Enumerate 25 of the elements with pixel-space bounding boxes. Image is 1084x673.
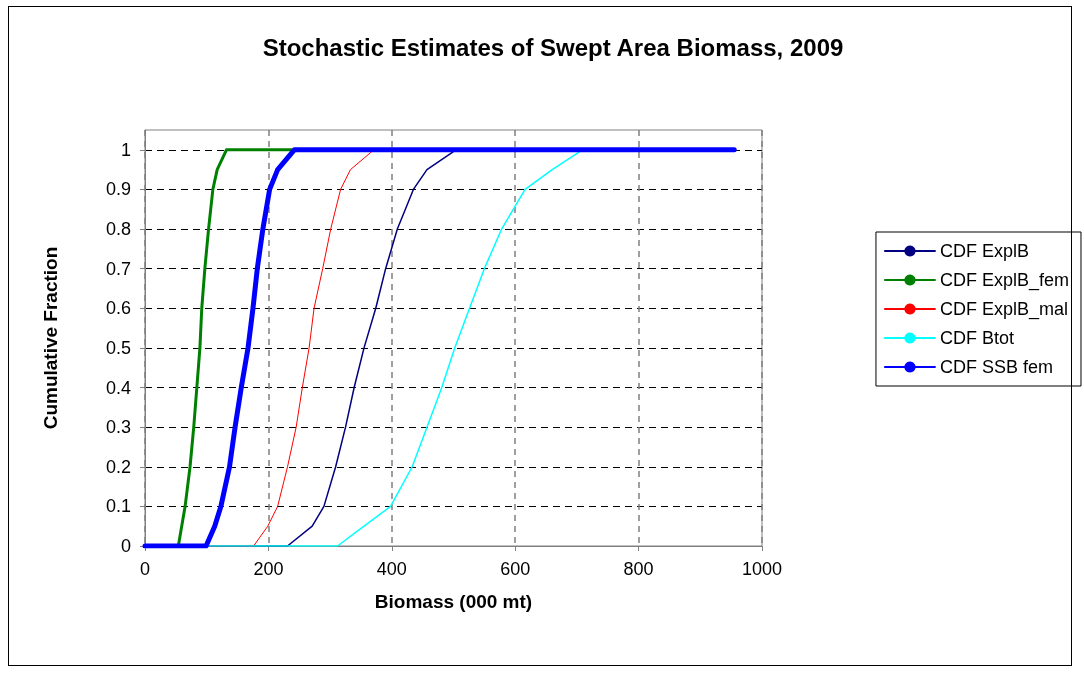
y-tick-label: 0.3 bbox=[105, 417, 131, 438]
x-tick-label: 200 bbox=[253, 559, 284, 579]
x-tick-label: 1000 bbox=[741, 559, 783, 579]
y-tick-label: 1 bbox=[120, 139, 131, 160]
y-tick-label: 0.5 bbox=[105, 337, 131, 358]
y-tick-label: 0 bbox=[120, 536, 131, 556]
chart-title: Stochastic Estimates of Swept Area Biomass, 2009 bbox=[262, 33, 844, 61]
y-tick-label: 0.8 bbox=[105, 219, 131, 240]
legend-label: CDF ExplB_mal bbox=[939, 299, 1068, 320]
y-tick-label: 0.1 bbox=[105, 496, 131, 517]
y-tick-label: 0.2 bbox=[105, 456, 131, 477]
x-tick-label: 600 bbox=[500, 559, 531, 579]
x-axis-title: Biomass (000 mt) bbox=[374, 591, 533, 612]
legend-label: CDF SSB fem bbox=[939, 357, 1053, 377]
legend-label: CDF ExplB bbox=[939, 241, 1029, 261]
x-tick-label: 0 bbox=[139, 559, 151, 579]
y-tick-label: 0.7 bbox=[105, 258, 131, 279]
x-tick-label: 800 bbox=[623, 559, 654, 579]
y-tick-label: 0.6 bbox=[105, 298, 131, 319]
x-tick-label: 400 bbox=[376, 559, 407, 579]
y-tick-label: 0.4 bbox=[105, 377, 131, 398]
legend-label: CDF Btot bbox=[939, 328, 1014, 348]
legend-label: CDF ExplB_fem bbox=[939, 270, 1070, 291]
y-axis-title: Cumulative Fraction bbox=[40, 246, 61, 430]
y-tick-label: 0.9 bbox=[105, 179, 131, 200]
